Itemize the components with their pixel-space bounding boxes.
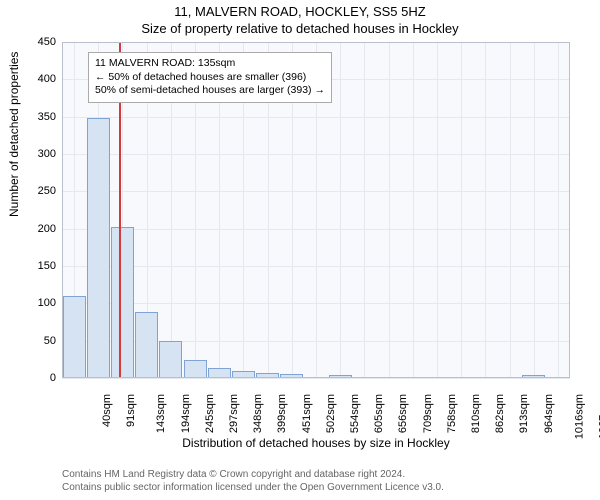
x-tick-label: 810sqm: [470, 394, 482, 433]
annotation-line: ← 50% of detached houses are smaller (39…: [95, 71, 325, 85]
x-tick-label: 758sqm: [446, 394, 458, 433]
y-tick-label: 400: [16, 73, 56, 85]
footer-line-1: Contains HM Land Registry data © Crown c…: [62, 468, 444, 481]
histogram-bar: [184, 360, 207, 378]
y-tick-label: 250: [16, 185, 56, 197]
x-tick-label: 964sqm: [543, 394, 555, 433]
annotation-box: 11 MALVERN ROAD: 135sqm← 50% of detached…: [88, 52, 332, 103]
x-tick-label: 451sqm: [301, 394, 313, 433]
y-tick-label: 150: [16, 260, 56, 272]
y-tick-label: 200: [16, 223, 56, 235]
y-tick-label: 50: [16, 335, 56, 347]
x-tick-label: 605sqm: [373, 394, 385, 433]
x-tick-label: 245sqm: [204, 394, 216, 433]
histogram-bar: [63, 296, 86, 378]
y-tick-label: 100: [16, 297, 56, 309]
histogram-bar: [87, 118, 110, 378]
annotation-line: 11 MALVERN ROAD: 135sqm: [95, 57, 325, 71]
x-tick-label: 656sqm: [398, 394, 410, 433]
y-tick-label: 300: [16, 148, 56, 160]
title-line-2: Size of property relative to detached ho…: [0, 19, 600, 36]
x-tick-label: 194sqm: [180, 394, 192, 433]
x-tick-label: 1016sqm: [573, 394, 585, 439]
annotation-line: 50% of semi-detached houses are larger (…: [95, 84, 325, 98]
title-line-1: 11, MALVERN ROAD, HOCKLEY, SS5 5HZ: [0, 0, 600, 19]
x-tick-label: 502sqm: [325, 394, 337, 433]
y-axis-label: Number of detached properties: [7, 201, 21, 217]
x-tick-label: 297sqm: [228, 394, 240, 433]
x-axis-label: Distribution of detached houses by size …: [62, 436, 570, 450]
histogram-bar: [111, 227, 134, 378]
y-tick-label: 350: [16, 111, 56, 123]
histogram-bar: [135, 312, 158, 378]
histogram-bar: [159, 341, 182, 378]
x-tick-label: 143sqm: [156, 394, 168, 433]
chart-container: 11, MALVERN ROAD, HOCKLEY, SS5 5HZ Size …: [0, 0, 600, 500]
x-tick-label: 709sqm: [422, 394, 434, 433]
y-tick-label: 0: [16, 372, 56, 384]
x-tick-label: 40sqm: [101, 394, 113, 427]
x-tick-label: 913sqm: [518, 394, 530, 433]
x-tick-label: 399sqm: [277, 394, 289, 433]
x-tick-label: 348sqm: [252, 394, 264, 433]
footer-line-2: Contains public sector information licen…: [62, 481, 444, 494]
x-tick-label: 91sqm: [125, 394, 137, 427]
x-tick-label: 554sqm: [349, 394, 361, 433]
footer-attribution: Contains HM Land Registry data © Crown c…: [62, 468, 444, 494]
x-tick-label: 862sqm: [494, 394, 506, 433]
y-tick-label: 450: [16, 36, 56, 48]
